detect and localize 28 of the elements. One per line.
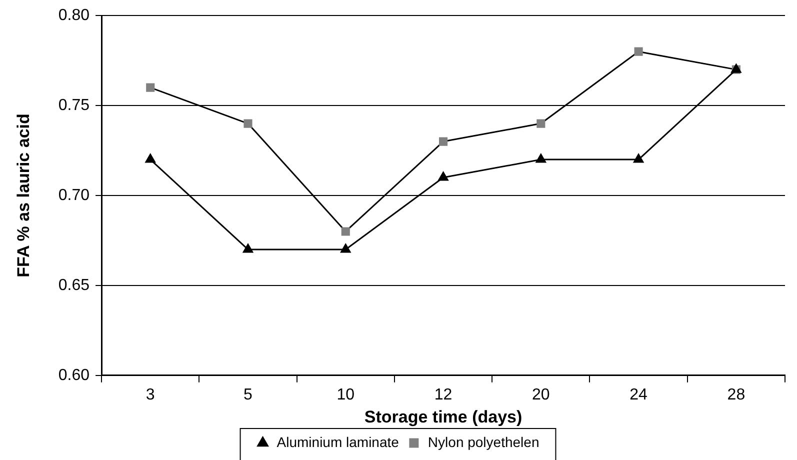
y-tick-label: 0.80 [58, 7, 90, 24]
point [536, 154, 546, 163]
point [536, 119, 546, 128]
point [341, 227, 350, 236]
y-tick-label: 0.70 [58, 186, 90, 204]
y-axis-title: FFA % as lauric acid [14, 114, 33, 278]
legend-label: Aluminium laminate [276, 434, 400, 450]
point [244, 119, 252, 128]
y-tick-label: 0.75 [58, 96, 90, 114]
point [634, 47, 643, 56]
x-tick-label: 12 [434, 386, 452, 404]
x-tick-label: 20 [532, 386, 550, 404]
point [633, 154, 644, 163]
point [242, 244, 254, 253]
point [146, 83, 155, 92]
legend-label: Nylon polyethelen [428, 434, 540, 450]
y-tick-label: 0.60 [58, 366, 90, 384]
x-tick-label: 10 [336, 386, 355, 404]
x-axis-title: Storage time (days) [364, 407, 522, 426]
x-tick-label: 24 [630, 386, 648, 404]
point [438, 137, 448, 146]
x-tick-label: 3 [146, 386, 155, 404]
y-tick-label: 0.65 [58, 276, 90, 294]
point [340, 244, 351, 253]
point [438, 172, 448, 181]
point [145, 154, 156, 163]
x-tick-label: 5 [244, 386, 253, 404]
x-tick-label: 28 [727, 386, 746, 404]
